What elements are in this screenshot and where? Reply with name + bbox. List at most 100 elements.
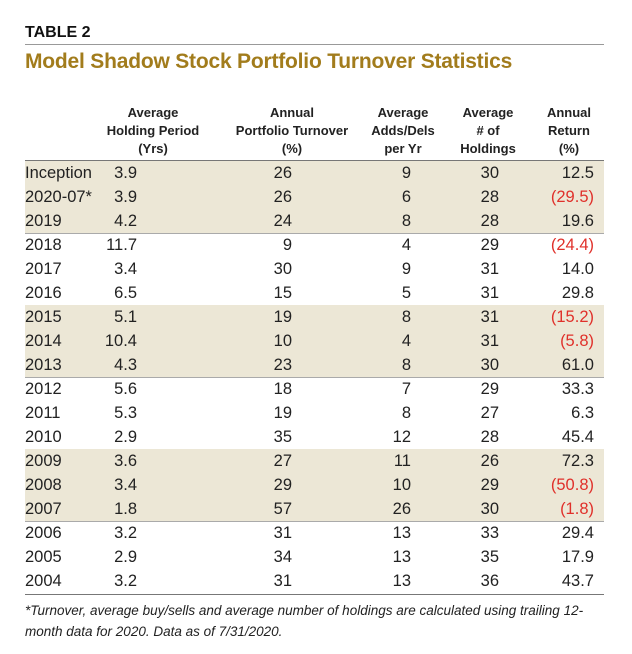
cell-value: 4 — [401, 236, 411, 254]
cell-value: 28 — [480, 188, 499, 206]
cell-value: 5.6 — [114, 380, 137, 398]
cell-value: (29.5) — [550, 188, 594, 206]
header-line: Annual — [269, 105, 315, 120]
header-line: # of — [476, 123, 500, 138]
cell-value: (5.8) — [560, 332, 594, 350]
header-line: Average — [377, 105, 429, 120]
cell-value: 34 — [273, 548, 292, 566]
cell-value: 30 — [273, 260, 292, 278]
rule — [25, 44, 604, 45]
table-row: 2016 6.5 15 5 31 29.8 — [25, 281, 604, 305]
cell-value: 7 — [401, 380, 411, 398]
table-row: 2011 5.3 19 8 27 6.3 — [25, 401, 604, 425]
row-label: 2011 — [25, 404, 61, 422]
table-row: Inception 3.9 26 9 30 12.5 — [25, 161, 604, 185]
column-header: Annual Portfolio Turnover (%) — [212, 104, 372, 158]
cell-value: 31 — [273, 524, 292, 542]
cell-value: 4 — [401, 332, 411, 350]
cell-value: 29 — [273, 476, 292, 494]
row-divider — [25, 233, 604, 234]
cell-value: 5 — [401, 284, 411, 302]
header-line: (Yrs) — [138, 141, 168, 156]
column-header: Average # of Holdings — [408, 104, 568, 158]
table-title: Model Shadow Stock Portfolio Turnover St… — [25, 50, 513, 73]
cell-value: 29 — [480, 236, 499, 254]
header-line: Return — [548, 123, 590, 138]
cell-value: 18 — [273, 380, 292, 398]
row-label: 2010 — [25, 428, 62, 446]
cell-value: 33 — [480, 524, 499, 542]
table-row: 2006 3.2 31 13 33 29.4 — [25, 521, 604, 545]
cell-value: 12 — [392, 428, 411, 446]
cell-value: 3.9 — [114, 164, 137, 182]
cell-value: 13 — [392, 548, 411, 566]
cell-value: 9 — [401, 164, 411, 182]
row-label: 2009 — [25, 452, 62, 470]
header-line: (%) — [558, 141, 580, 156]
cell-value: 30 — [480, 356, 499, 374]
table-label: TABLE 2 — [25, 24, 91, 41]
cell-value: 5.3 — [114, 404, 137, 422]
cell-value: 12.5 — [561, 164, 594, 182]
cell-value: 29.4 — [561, 524, 594, 542]
cell-value: 3.2 — [114, 524, 137, 542]
column-header: Average Adds/Dels per Yr — [323, 104, 483, 158]
cell-value: 27 — [480, 404, 499, 422]
cell-value: 10 — [273, 332, 292, 350]
row-label: 2014 — [25, 332, 62, 350]
cell-value: 11.7 — [106, 236, 137, 254]
cell-value: 4.3 — [114, 356, 137, 374]
row-label: 2020-07* — [25, 188, 92, 206]
cell-value: 17.9 — [561, 548, 594, 566]
cell-value: 11 — [393, 452, 411, 470]
table-row: 2012 5.6 18 7 29 33.3 — [25, 377, 604, 401]
header-line: Holdings — [460, 141, 516, 156]
row-label: 2016 — [25, 284, 62, 302]
cell-value: 28 — [480, 212, 499, 230]
cell-value: 3.2 — [114, 572, 137, 590]
cell-value: 26 — [273, 188, 292, 206]
header-line: Average — [462, 105, 514, 120]
row-label: 2019 — [25, 212, 62, 230]
cell-value: 29.8 — [561, 284, 594, 302]
cell-value: 8 — [401, 404, 411, 422]
cell-value: 31 — [480, 308, 499, 326]
row-label: 2005 — [25, 548, 62, 566]
cell-value: (15.2) — [550, 308, 594, 326]
row-label: 2008 — [25, 476, 62, 494]
cell-value: (50.8) — [550, 476, 594, 494]
cell-value: (1.8) — [560, 500, 594, 518]
cell-value: 61.0 — [561, 356, 594, 374]
cell-value: 43.7 — [561, 572, 594, 590]
footnote: *Turnover, average buy/sells and average… — [25, 603, 584, 639]
table-row: 2019 4.2 24 8 28 19.6 — [25, 209, 604, 233]
cell-value: 31 — [480, 260, 499, 278]
row-label: 2006 — [25, 524, 62, 542]
cell-value: 30 — [480, 500, 499, 518]
table-row: 2020-07* 3.9 26 6 28 (29.5) — [25, 185, 604, 209]
row-label: 2018 — [25, 236, 62, 254]
cell-value: 10 — [392, 476, 411, 494]
cell-value: 6.3 — [571, 404, 594, 422]
table-row: 2010 2.9 35 12 28 45.4 — [25, 425, 604, 449]
cell-value: 15 — [273, 284, 292, 302]
cell-value: 31 — [480, 332, 499, 350]
table-row: 2009 3.6 27 11 26 72.3 — [25, 449, 604, 473]
rule — [25, 160, 604, 161]
cell-value: 10.4 — [104, 332, 137, 350]
row-divider — [25, 377, 604, 378]
row-label: 2004 — [25, 572, 62, 590]
table-row: 2013 4.3 23 8 30 61.0 — [25, 353, 604, 377]
cell-value: 31 — [480, 284, 499, 302]
cell-value: 29 — [480, 476, 499, 494]
cell-value: 45.4 — [561, 428, 594, 446]
cell-value: 19.6 — [561, 212, 594, 230]
table-row: 2015 5.1 19 8 31 (15.2) — [25, 305, 604, 329]
cell-value: 24 — [273, 212, 292, 230]
cell-value: (24.4) — [550, 236, 594, 254]
row-label: Inception — [25, 164, 92, 182]
cell-value: 5.1 — [114, 308, 137, 326]
cell-value: 8 — [401, 308, 411, 326]
header-line: Adds/Dels — [371, 123, 435, 138]
cell-value: 29 — [480, 380, 499, 398]
